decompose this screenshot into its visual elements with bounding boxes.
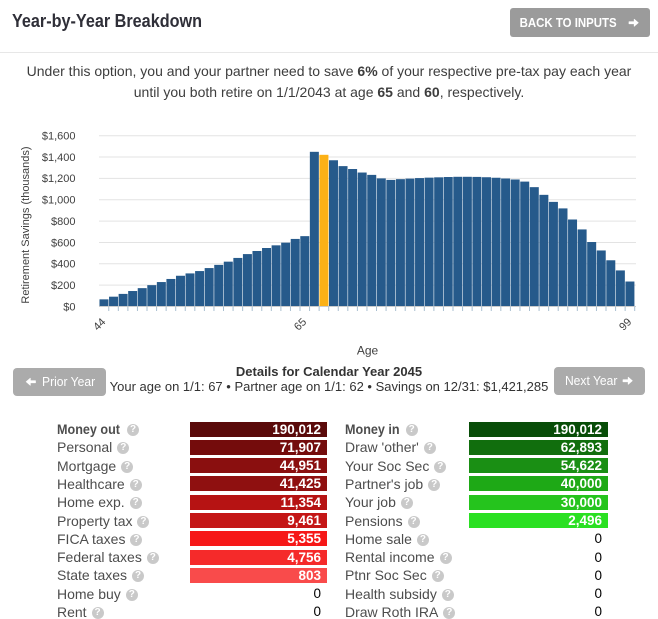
svg-text:65: 65 <box>292 316 309 333</box>
svg-text:$1,200: $1,200 <box>42 173 76 185</box>
svg-text:$200: $200 <box>51 280 75 292</box>
svg-text:Retirement Savings (thousands): Retirement Savings (thousands) <box>20 146 32 303</box>
svg-text:$0: $0 <box>63 301 75 313</box>
svg-text:$800: $800 <box>51 216 75 228</box>
svg-text:$400: $400 <box>51 259 75 271</box>
svg-text:$1,000: $1,000 <box>42 195 76 207</box>
svg-text:$600: $600 <box>51 237 75 249</box>
svg-text:Age: Age <box>357 344 379 358</box>
svg-text:$1,400: $1,400 <box>42 152 76 164</box>
svg-text:$1,600: $1,600 <box>42 131 76 143</box>
svg-text:99: 99 <box>617 316 634 333</box>
svg-text:44: 44 <box>91 316 108 333</box>
